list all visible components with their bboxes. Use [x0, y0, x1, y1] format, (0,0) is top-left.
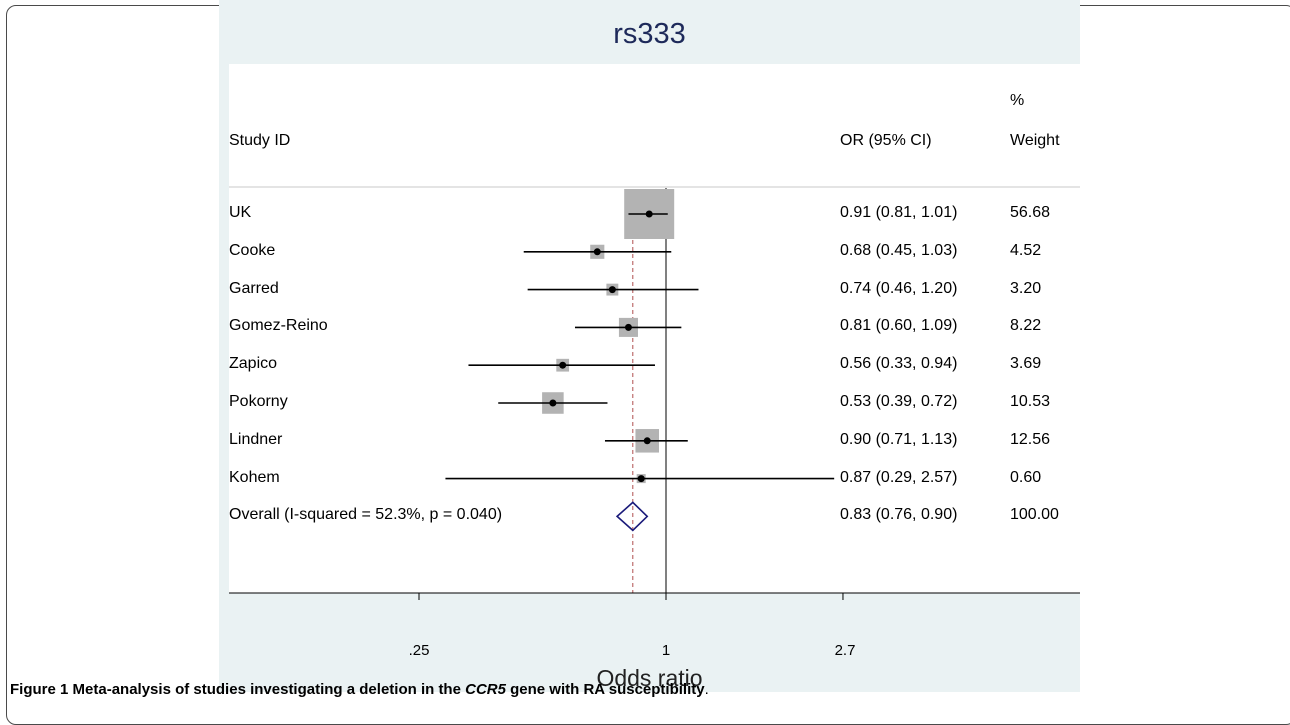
caption-gene: CCR5	[465, 681, 506, 698]
caption-text-after: gene with RA susceptibility	[505, 681, 705, 698]
x-axis-label: Odds ratio	[596, 665, 703, 691]
header-study-id: Study ID	[229, 132, 291, 149]
study-label: Gomez-Reino	[229, 317, 328, 335]
header-weight: Weight	[1010, 132, 1060, 149]
study-label: Garred	[229, 279, 279, 297]
plot-area	[229, 64, 1080, 593]
weight-value: 8.22	[1010, 317, 1042, 335]
or-ci-value: 0.56 (0.33, 0.94)	[840, 355, 958, 373]
study-label: UK	[229, 204, 252, 221]
or-ci-value: 0.81 (0.60, 1.09)	[840, 317, 958, 335]
point-estimate	[593, 248, 601, 256]
header-weight-percent: %	[1010, 92, 1025, 109]
weight-value: 100.00	[1010, 506, 1059, 524]
study-label: Lindner	[229, 430, 283, 448]
weight-value: 0.60	[1010, 468, 1042, 486]
or-ci-value: 0.83 (0.76, 0.90)	[840, 506, 958, 524]
or-ci-value: 0.87 (0.29, 2.57)	[840, 468, 958, 486]
weight-value: 12.56	[1010, 430, 1051, 448]
x-tick-label: .25	[408, 642, 430, 659]
or-ci-value: 0.74 (0.46, 1.20)	[840, 279, 958, 297]
weight-value: 56.68	[1010, 204, 1051, 221]
point-estimate	[637, 475, 645, 483]
weight-value: 3.69	[1010, 355, 1042, 373]
study-label: Zapico	[229, 355, 278, 373]
study-label: Cooke	[229, 241, 276, 259]
weight-value: 4.52	[1010, 241, 1042, 259]
point-estimate	[608, 286, 616, 294]
point-estimate	[549, 399, 557, 407]
point-estimate	[645, 210, 653, 218]
figure-caption: Figure 1 Meta-analysis of studies invest…	[10, 681, 709, 698]
caption-end: .	[704, 681, 709, 698]
study-label: Kohem	[229, 468, 280, 486]
caption-label: Figure 1	[10, 681, 69, 698]
chart-title: rs333	[613, 18, 686, 50]
x-tick-label: 1	[661, 642, 671, 659]
point-estimate	[643, 437, 651, 445]
x-tick-label: 2.7	[834, 642, 856, 659]
overall-diamond	[615, 501, 649, 532]
weight-value: 3.20	[1010, 279, 1042, 297]
study-label: Pokorny	[229, 393, 288, 410]
or-ci-value: 0.68 (0.45, 1.03)	[840, 241, 958, 259]
or-ci-value: 0.90 (0.71, 1.13)	[840, 430, 958, 448]
or-ci-value: 0.91 (0.81, 1.01)	[840, 204, 958, 221]
or-ci-value: 0.53 (0.39, 0.72)	[840, 393, 958, 410]
study-label: Overall (I-squared = 52.3%, p = 0.040)	[229, 506, 503, 524]
point-estimate	[559, 361, 567, 369]
caption-text-before: Meta-analysis of studies investigating a…	[68, 681, 466, 698]
point-estimate	[624, 323, 632, 331]
weight-value: 10.53	[1010, 393, 1051, 410]
header-or-ci: OR (95% CI)	[840, 132, 932, 149]
forest-plot-svg	[229, 186, 1080, 600]
